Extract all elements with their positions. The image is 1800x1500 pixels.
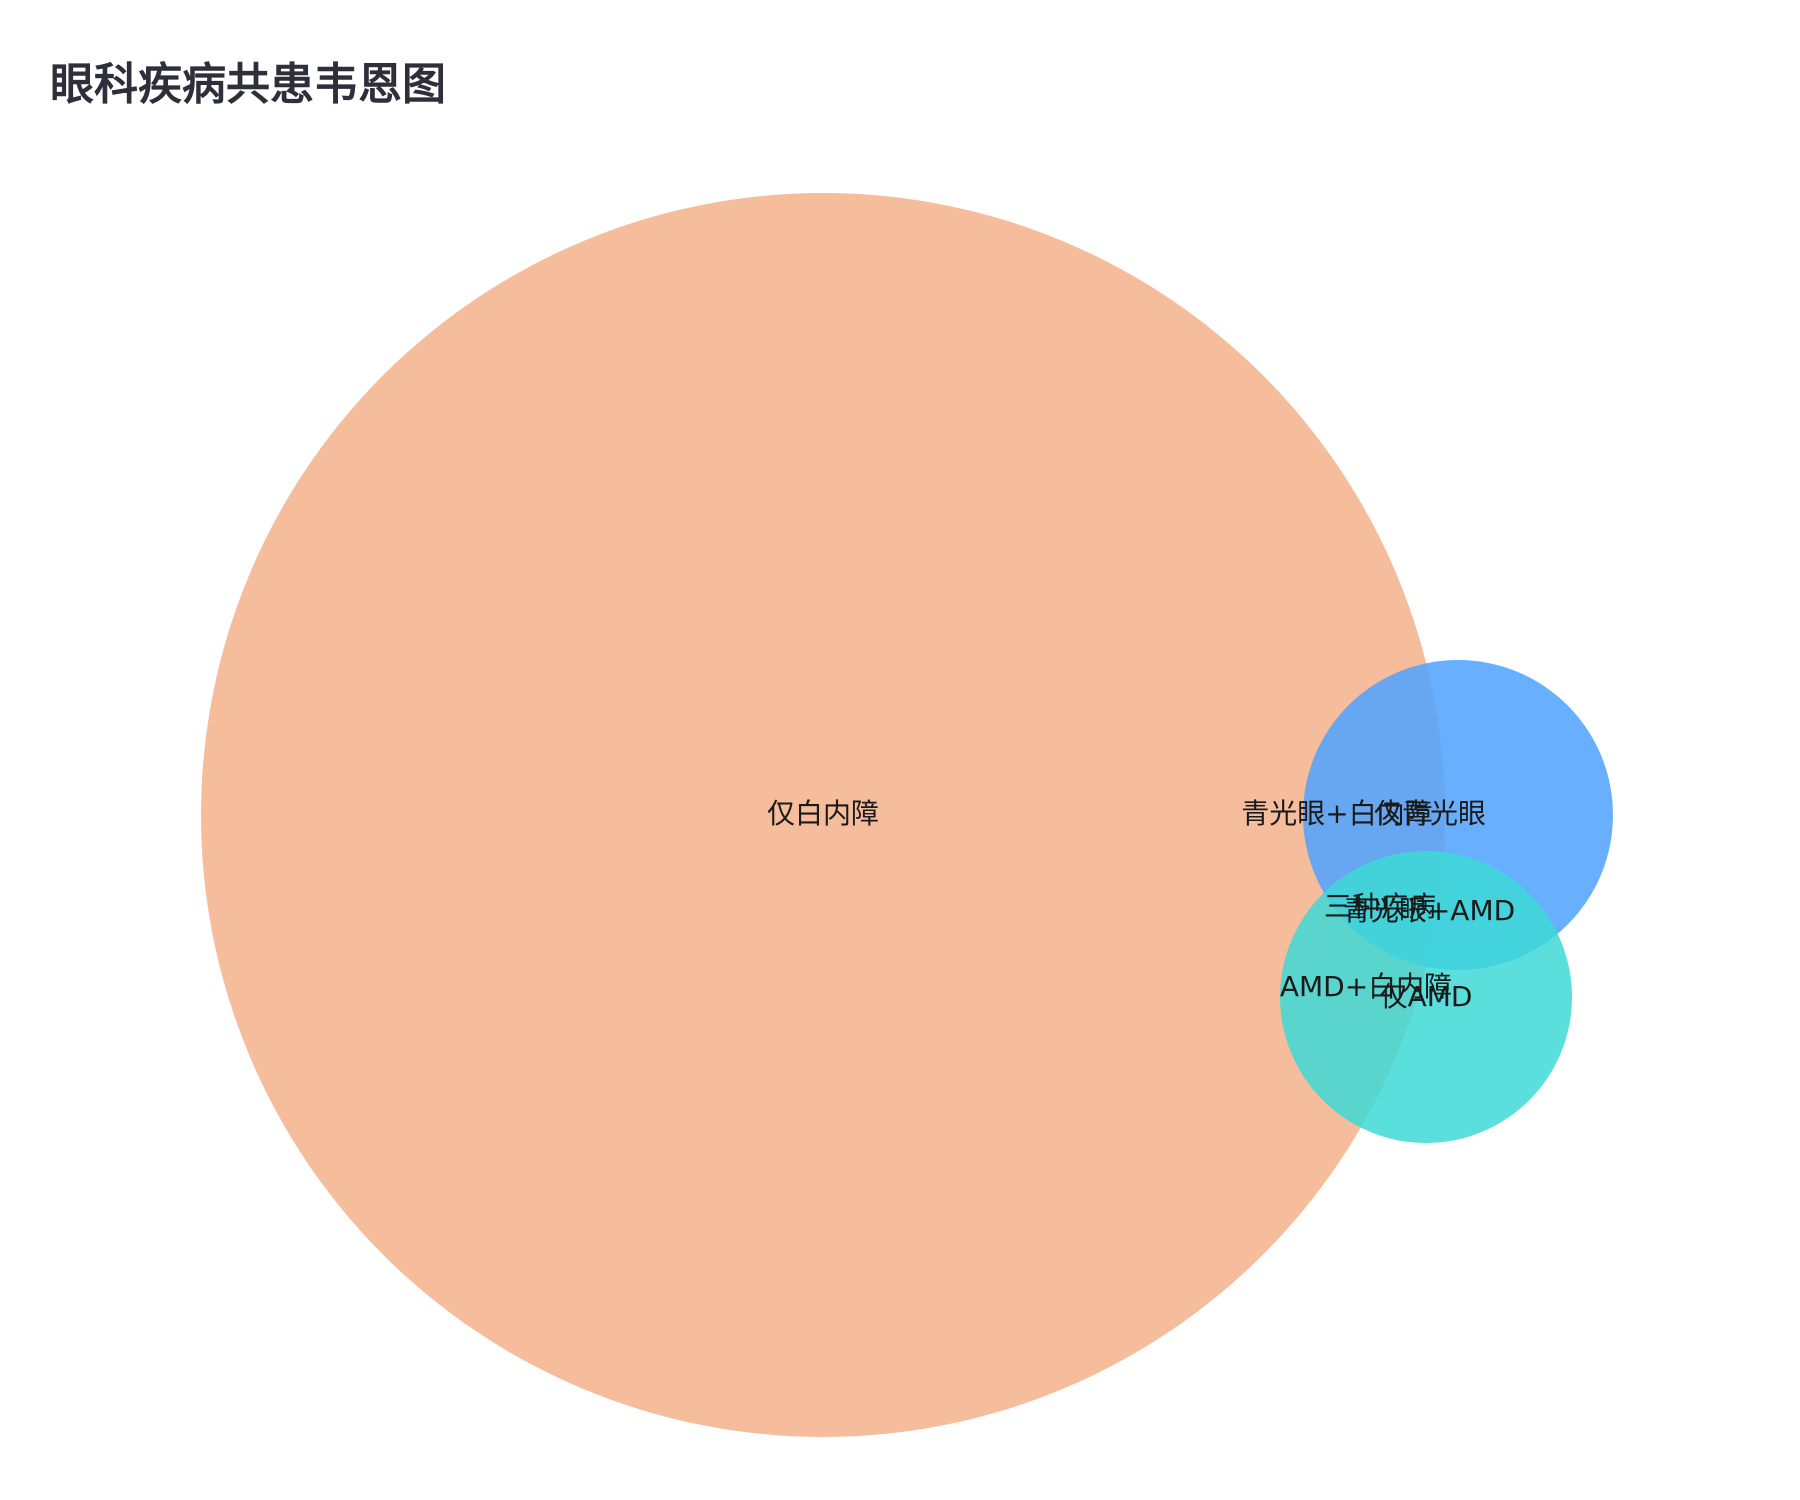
chart-title: 眼科疾病共患韦恩图 [50, 59, 446, 110]
region-label-glaucoma-amd: 青光眼+AMD [1343, 894, 1515, 927]
region-label-amd-only: 仅AMD [1380, 980, 1473, 1013]
venn-circle-amd [1280, 851, 1572, 1143]
venn-circles [201, 193, 1613, 1437]
region-label-cataract-only: 仅白内障 [767, 797, 879, 830]
region-label-amd-cataract: AMD+白内障 [1280, 970, 1452, 1003]
region-label-glaucoma-only: 仅青光眼 [1374, 797, 1486, 830]
region-label-glaucoma-cataract: 青光眼+白内障 [1241, 797, 1432, 830]
venn-circle-cataract [201, 193, 1445, 1437]
region-label-all-three: 三种疾病 [1324, 890, 1436, 923]
